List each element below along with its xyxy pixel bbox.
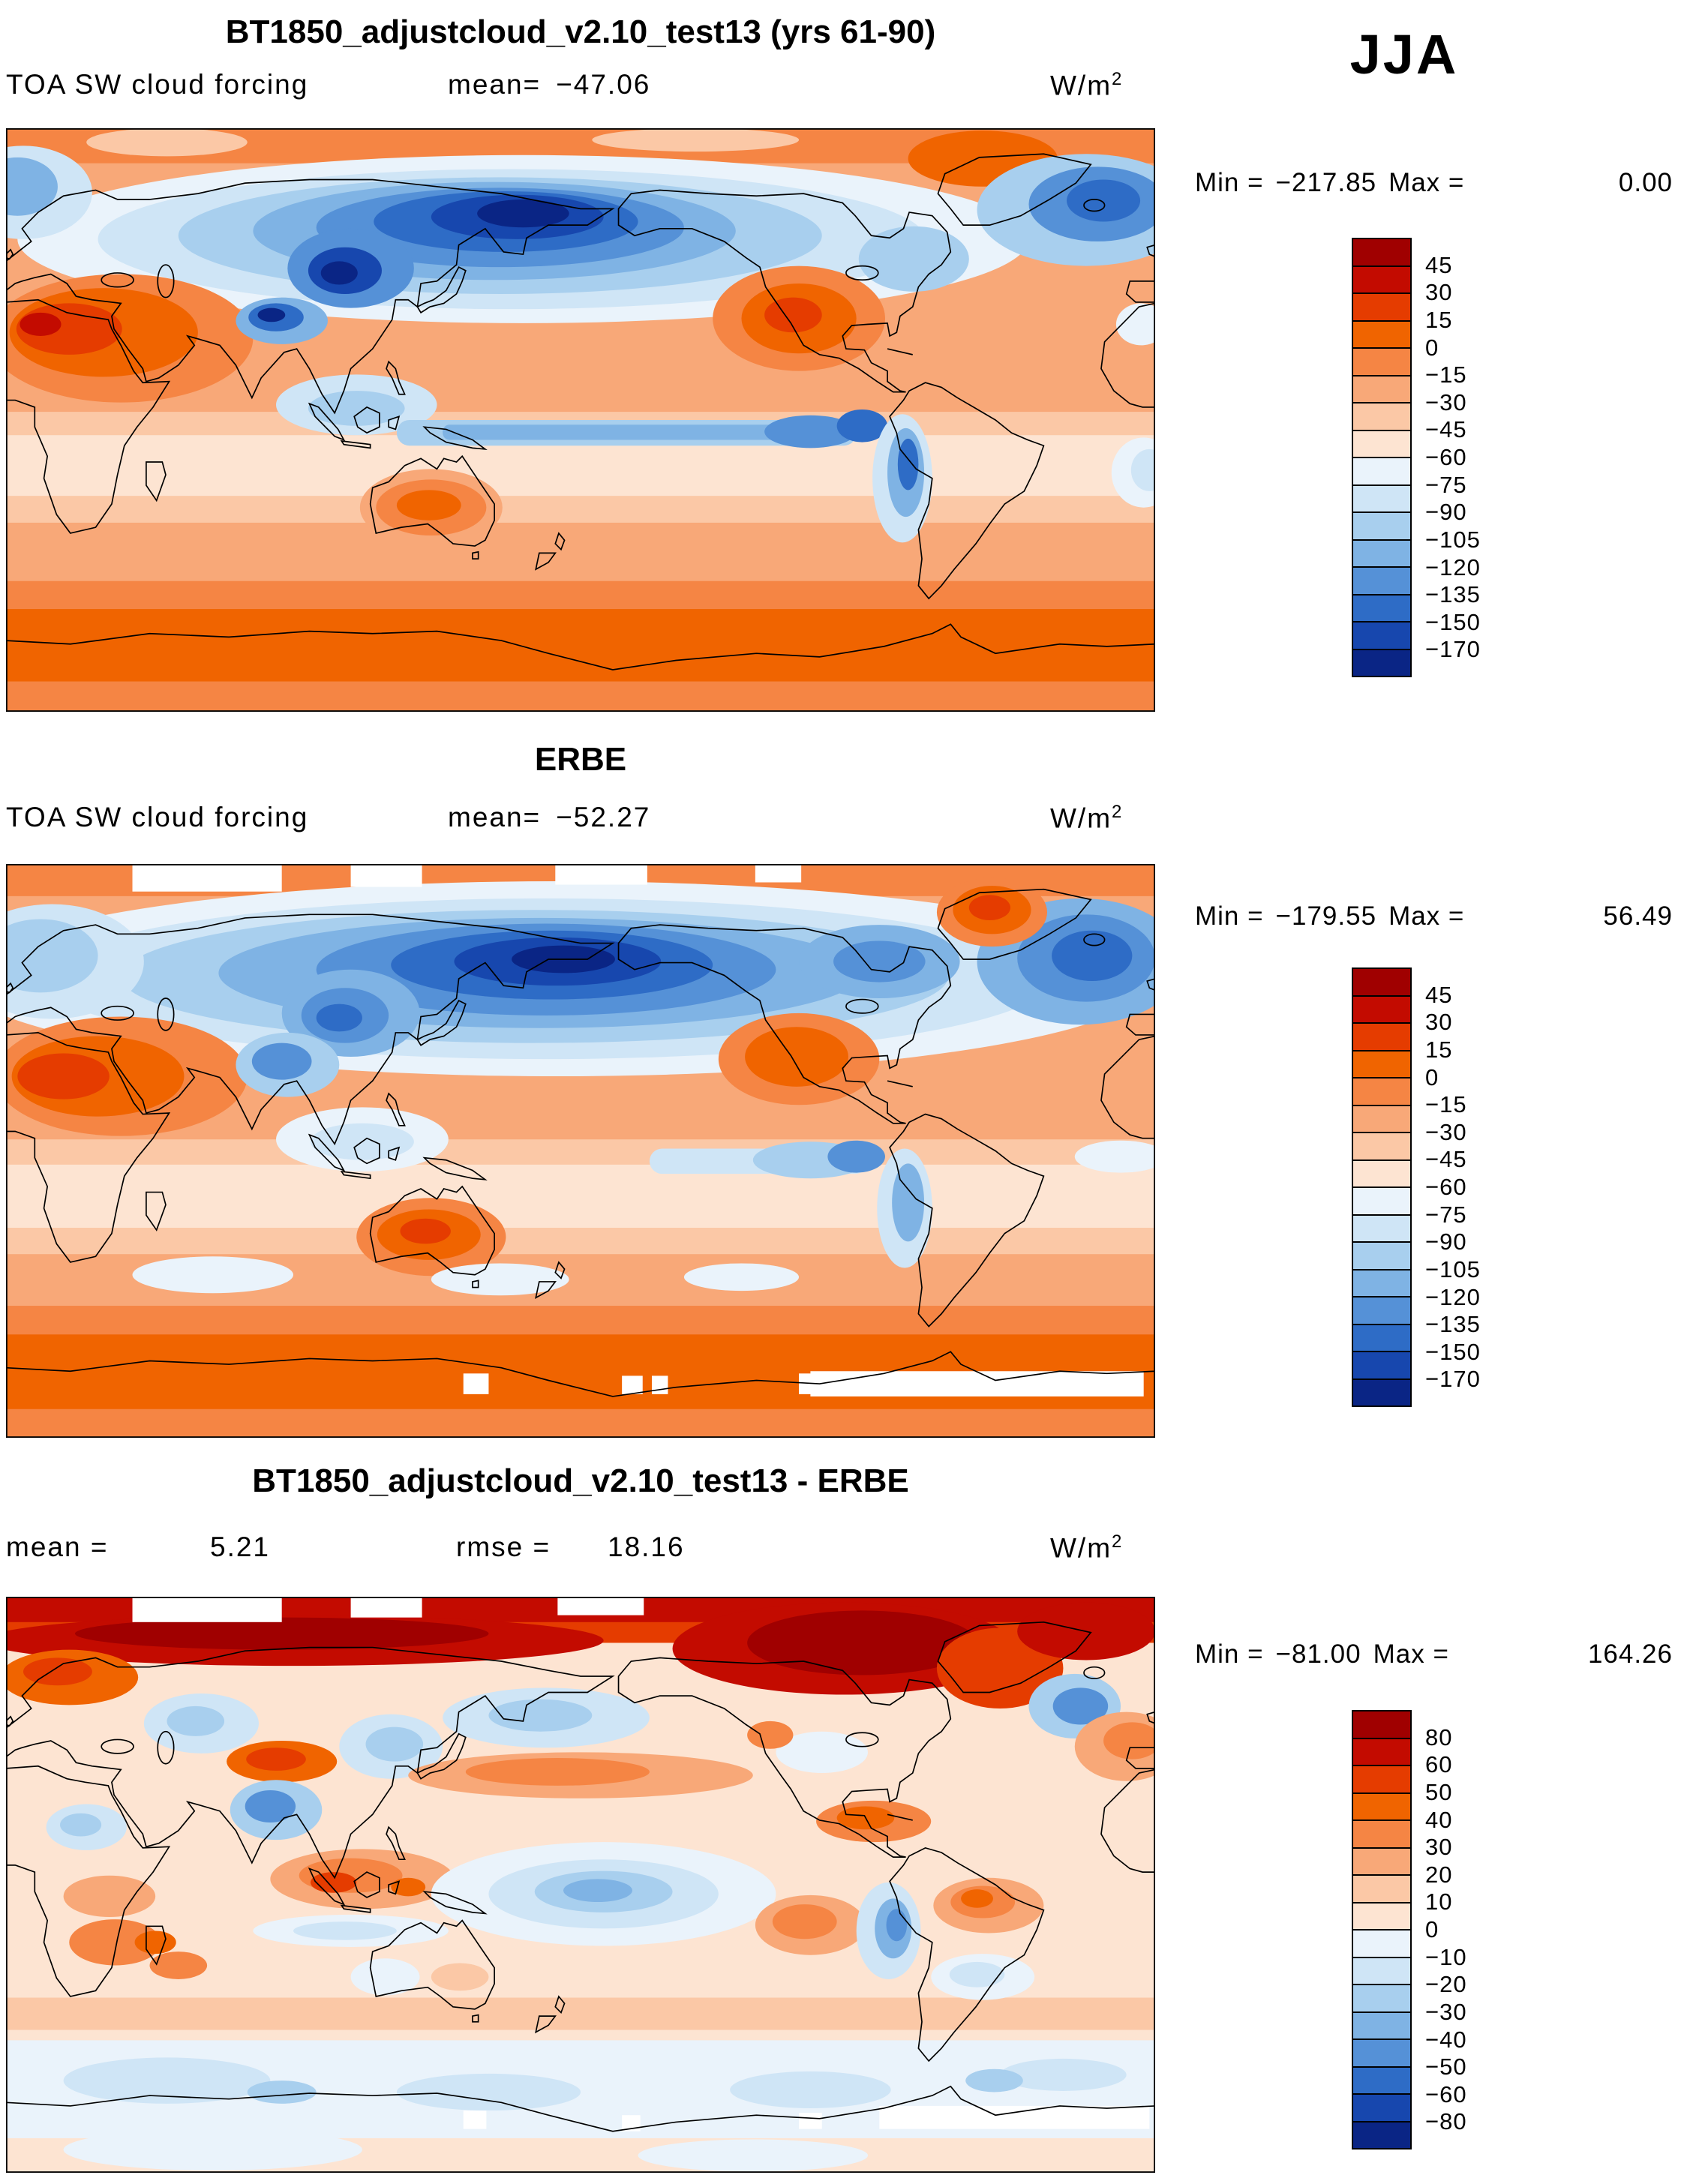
coastlines-master (6, 1621, 1155, 2132)
colorbar-labels: 45 30 15 0 −15 −30 −45 −60 −75 −90 −105 −120 −135 −15… (1425, 251, 1481, 663)
colorbar-labels: 80 60 50 40 30 20 10 0 −10 −20 −30 −40 −50 −60 −80 (1425, 1724, 1467, 2135)
units-exponent: 2 (1112, 802, 1124, 822)
rmse-label: rmse = (456, 1532, 551, 1562)
field-erbe (6, 864, 1155, 1438)
mean-label: mean= (448, 802, 542, 832)
units-base: W/m (1050, 802, 1112, 834)
min-label: Min = (1195, 902, 1264, 931)
panel1-field-label: TOA SW cloud forcing (6, 69, 309, 100)
coastlines (6, 1621, 1155, 2132)
panel2-units-label: W/m2 (1050, 802, 1123, 834)
colorbar-labels: 45 30 15 0 −15 −30 −45 −60 −75 −90 −105 −120 −135 −15… (1425, 981, 1481, 1393)
mean-value: −47.06 (556, 69, 651, 100)
min-value: −217.85 (1275, 168, 1377, 197)
mean-value: 5.21 (210, 1532, 271, 1562)
map-border (6, 1597, 1155, 2173)
panel2-minmax: Min = −179.55 Max = 56.49 (1195, 902, 1673, 932)
min-label: Min = (1195, 168, 1264, 197)
max-label: Max = (1388, 902, 1465, 931)
panel2-colorbar: 45 30 15 0 −15 −30 −45 −60 −75 −90 −105 −120 −135 −15… (1352, 968, 1480, 1407)
field-diff (6, 1597, 1155, 2173)
mean-label: mean= (448, 69, 542, 100)
max-label: Max = (1373, 1640, 1449, 1669)
map-border (6, 128, 1155, 712)
panel3-stats-row: mean = 5.21 rmse = 18.16 W/m2 (0, 1532, 1684, 1570)
coastlines (6, 153, 1155, 670)
max-value: 0.00 (1618, 168, 1673, 197)
panel2-stats-row: TOA SW cloud forcing mean= −52.27 W/m2 (0, 802, 1684, 841)
max-value: 56.49 (1603, 902, 1673, 931)
coastlines (6, 888, 1155, 1397)
coastlines-master (6, 888, 1155, 1397)
panel3-units-label: W/m2 (1050, 1532, 1123, 1564)
mean-value: −52.27 (556, 802, 651, 832)
map-diff (6, 1597, 1155, 2173)
colorbar-cells (1352, 238, 1412, 677)
panel1-title: BT1850_adjustcloud_v2.10_test13 (yrs 61-… (225, 14, 936, 50)
min-value: −179.55 (1275, 902, 1377, 931)
panel1-mean-stat: mean= −47.06 (448, 69, 650, 100)
rmse-value: 18.16 (608, 1532, 685, 1562)
units-exponent: 2 (1112, 69, 1124, 89)
season-label: JJA (1349, 23, 1459, 86)
panel2-title: ERBE (534, 741, 627, 778)
panel1-minmax: Min = −217.85 Max = 0.00 (1195, 168, 1673, 198)
map-erbe (6, 864, 1155, 1438)
panel3-title: BT1850_adjustcloud_v2.10_test13 - ERBE (252, 1462, 909, 1499)
panel1-stats-row: TOA SW cloud forcing mean= −47.06 W/m2 (0, 69, 1684, 108)
panel3-colorbar: 80 60 50 40 30 20 10 0 −10 −20 −30 −40 −50 −60 −80 (1352, 1710, 1466, 2150)
map-model (6, 128, 1155, 712)
map-border (6, 864, 1155, 1438)
field-model (6, 128, 1155, 712)
min-value: −81.00 (1275, 1640, 1361, 1669)
panel2-field-label: TOA SW cloud forcing (6, 802, 309, 832)
panel3-minmax: Min = −81.00 Max = 164.26 (1195, 1640, 1673, 1670)
max-label: Max = (1388, 168, 1465, 197)
colorbar-cells (1352, 1710, 1412, 2150)
panel1-colorbar: 45 30 15 0 −15 −30 −45 −60 −75 −90 −105 −120 −135 −15… (1352, 238, 1480, 677)
units-base: W/m (1050, 1532, 1112, 1564)
mean-label: mean = (6, 1532, 109, 1562)
units-base: W/m (1050, 70, 1112, 101)
max-value: 164.26 (1587, 1640, 1673, 1669)
panel1-units-label: W/m2 (1050, 69, 1123, 101)
coastlines-master (6, 153, 1155, 670)
units-exponent: 2 (1112, 1532, 1124, 1552)
panel2-mean-stat: mean= −52.27 (448, 802, 650, 833)
colorbar-cells (1352, 968, 1412, 1407)
min-label: Min = (1195, 1640, 1264, 1669)
